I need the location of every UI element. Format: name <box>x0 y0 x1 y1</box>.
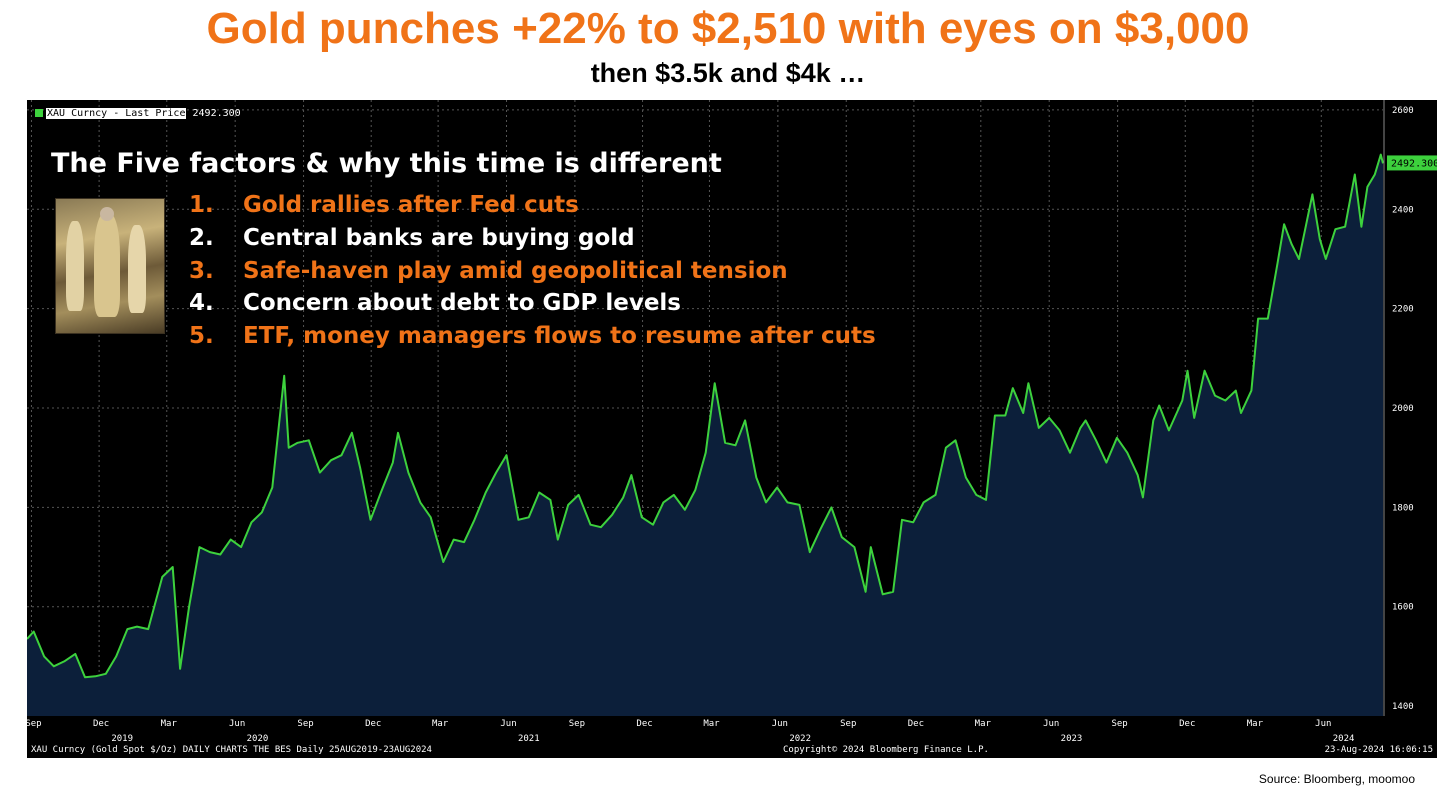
factor-5-text: ETF, money managers flows to resume afte… <box>243 323 876 349</box>
x-tick-label: Jun <box>1043 719 1059 729</box>
x-year-label: 2020 <box>247 734 269 744</box>
factor-2-number: 2. <box>189 225 214 251</box>
factor-4-number: 4. <box>189 290 214 316</box>
last-value-tag <box>1387 155 1437 171</box>
factor-4-text: Concern about debt to GDP levels <box>243 290 681 316</box>
factor-5: 5. ETF, money managers flows to resume af… <box>189 323 876 349</box>
x-tick-label: Sep <box>27 719 42 729</box>
price-chart: 1400 1600 1800 2000 2200 2400 2600 Sep Dec Mar Jun… <box>27 100 1437 744</box>
price-area <box>27 154 1383 717</box>
x-tick-label: Mar <box>161 719 178 729</box>
x-tick-label: Mar <box>432 719 449 729</box>
factor-3-text: Safe-haven play amid geopolitical tensio… <box>243 258 788 284</box>
source-note: Source: Bloomberg, moomoo <box>1258 772 1415 786</box>
x-tick-label: Dec <box>636 719 652 729</box>
x-tick-label: Sep <box>840 719 856 729</box>
y-tick-label: 2400 <box>1392 205 1414 215</box>
x-year-label: 2021 <box>518 734 540 744</box>
chart-panel: 1400 1600 1800 2000 2200 2400 2600 Sep Dec Mar Jun… <box>27 100 1437 758</box>
x-tick-label: Jun <box>1315 719 1331 729</box>
y-tick-label: 2200 <box>1392 305 1414 315</box>
x-tick-label: Sep <box>1111 719 1127 729</box>
factor-2-text: Central banks are buying gold <box>243 225 635 251</box>
x-tick-label: Dec <box>1179 719 1195 729</box>
factor-1: 1. Gold rallies after Fed cuts <box>189 192 579 218</box>
x-tick-label: Mar <box>703 719 720 729</box>
factors-heading: The Five factors & why this time is diff… <box>51 148 722 179</box>
chart-legend: XAU Curncy - Last Price 2492.300 <box>35 108 241 119</box>
factor-3: 3. Safe-haven play amid geopolitical tens… <box>189 258 788 284</box>
factor-5-number: 5. <box>189 323 214 349</box>
x-tick-label: Dec <box>93 719 109 729</box>
x-tick-label: Jun <box>229 719 245 729</box>
y-tick-label: 1800 <box>1392 503 1414 513</box>
y-tick-label: 2600 <box>1392 106 1414 116</box>
footer-description: XAU Curncy (Gold Spot $/Oz) DAILY CHARTS… <box>31 745 432 755</box>
footer-timestamp: 23-Aug-2024 16:06:15 <box>1324 745 1433 755</box>
party-photo <box>55 198 165 334</box>
x-year-label: 2023 <box>1061 734 1083 744</box>
x-tick-label: Mar <box>975 719 992 729</box>
price-line <box>27 153 1384 679</box>
subheadline: then $3.5k and $4k … <box>590 58 866 88</box>
factor-3-number: 3. <box>189 258 214 284</box>
headline: Gold punches +22% to $2,510 with eyes on… <box>206 4 1250 53</box>
last-value-label: 2492.300 <box>1391 158 1437 169</box>
x-tick-label: Sep <box>297 719 313 729</box>
x-tick-label: Jun <box>500 719 516 729</box>
x-year-label: 2019 <box>111 734 133 744</box>
x-tick-label: Sep <box>569 719 585 729</box>
x-tick-label: Dec <box>908 719 924 729</box>
x-year-label: 2022 <box>789 734 811 744</box>
x-tick-label: Jun <box>772 719 788 729</box>
legend-value: 2492.300 <box>192 108 241 119</box>
x-tick-label: Dec <box>365 719 381 729</box>
factor-1-text: Gold rallies after Fed cuts <box>243 192 579 218</box>
factor-4: 4. Concern about debt to GDP levels <box>189 290 681 316</box>
factor-1-number: 1. <box>189 192 214 218</box>
legend-swatch <box>35 109 43 117</box>
x-tick-label: Mar <box>1247 719 1264 729</box>
x-year-label: 2024 <box>1333 734 1355 744</box>
y-tick-label: 1600 <box>1392 603 1414 613</box>
factor-2: 2. Central banks are buying gold <box>189 225 635 251</box>
y-tick-label: 2000 <box>1392 404 1414 414</box>
legend-label: XAU Curncy - Last Price <box>46 108 187 119</box>
footer-copyright: Copyright© 2024 Bloomberg Finance L.P. <box>783 745 989 755</box>
y-tick-label: 1400 <box>1392 702 1414 712</box>
